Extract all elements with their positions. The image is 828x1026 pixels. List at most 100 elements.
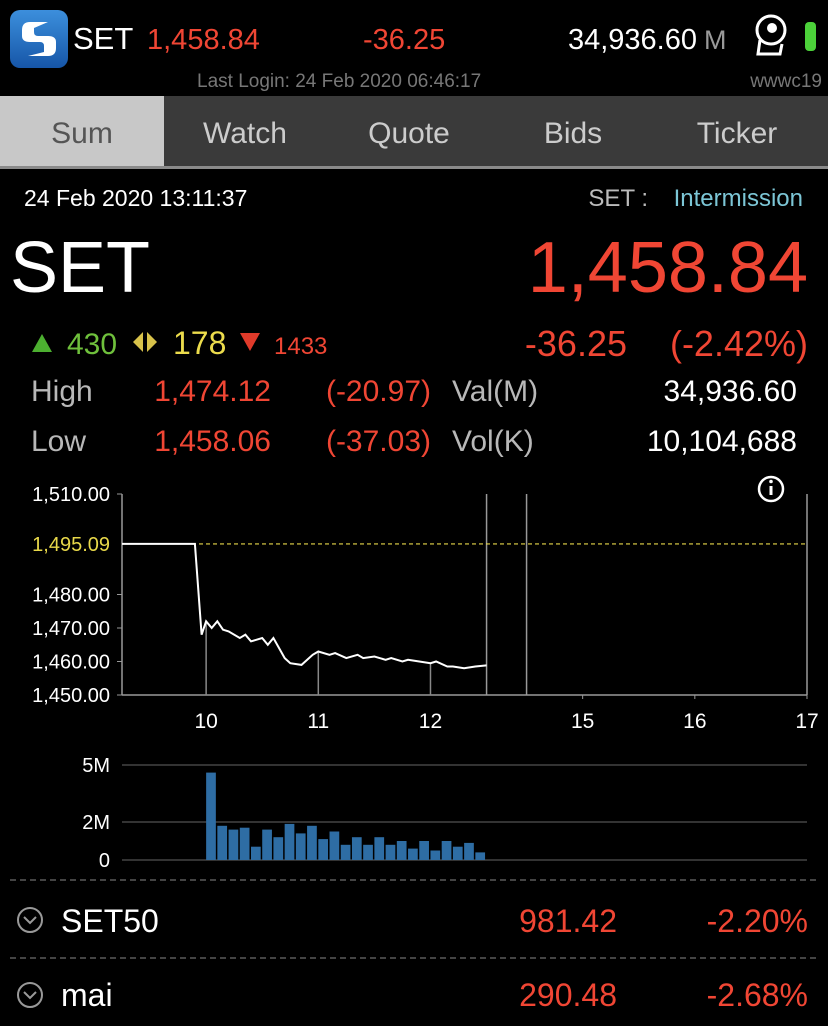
advances: 430: [67, 328, 117, 361]
stat-label: Val(M): [452, 375, 538, 408]
volume-bar: [340, 844, 351, 860]
up-arrow: [32, 334, 52, 352]
index-row-last: 290.48: [519, 977, 617, 1013]
stat-value: 1,474.12: [154, 375, 271, 408]
price-line: [122, 542, 487, 670]
y-tick-label: 1,460.00: [32, 652, 110, 674]
declines: 1433: [274, 333, 327, 360]
icon-shape: [756, 39, 784, 56]
last-login: Last Login: 24 Feb 2020 06:46:17: [197, 71, 481, 92]
volume-bar: [464, 842, 474, 860]
volume-bar: [206, 772, 216, 860]
y-tick-label: 1,470.00: [32, 618, 110, 640]
market-label: SET :: [588, 185, 648, 212]
volume-bar: [262, 829, 272, 860]
volume-bar: [329, 831, 340, 860]
stat-label: Vol(K): [452, 425, 534, 458]
stat-label: High: [31, 375, 93, 408]
volume-bar: [363, 844, 373, 860]
volume-bar: [295, 833, 306, 860]
index-row-name[interactable]: mai: [61, 977, 113, 1013]
stat-change: (-37.03): [326, 425, 431, 458]
volume-bar: [396, 841, 407, 860]
icon-shape: [769, 479, 773, 484]
stat-label: Low: [31, 425, 86, 458]
y-tick-label: 1,510.00: [32, 484, 110, 506]
icon-shape: [767, 23, 777, 33]
stat-value: 34,936.60: [664, 375, 797, 408]
index-row-last: 981.42: [519, 903, 617, 939]
expand-icon[interactable]: [17, 982, 43, 1008]
index-row-name[interactable]: SET50: [61, 903, 159, 939]
y-tick-label: 2M: [82, 812, 110, 834]
y-tick-label: 5M: [82, 755, 110, 777]
x-tick-label: 15: [571, 710, 594, 733]
header-last: 1,458.84: [147, 24, 260, 56]
y-tick-label: 1,450.00: [32, 685, 110, 707]
header-value: 34,936.60: [568, 24, 697, 56]
volume-bar: [475, 852, 486, 860]
index-last: 1,458.84: [528, 228, 808, 308]
volume-bar: [284, 823, 295, 860]
volume-bar: [228, 829, 239, 860]
tab[interactable]: Quote: [368, 117, 450, 150]
x-tick-label: 17: [795, 710, 818, 733]
tab[interactable]: Watch: [203, 117, 287, 150]
index-change: -36.25: [525, 323, 627, 364]
volume-bar: [419, 841, 429, 860]
charts: 1,450.00 1,460.00 1,470.00 1,480.00 1,510.00…: [32, 484, 819, 872]
reference-label: 1,495.09: [32, 534, 110, 556]
volume-bar: [318, 839, 329, 860]
info-icon[interactable]: [757, 475, 785, 503]
expand-chevron: [23, 916, 37, 925]
tab-underline: [0, 166, 828, 169]
stat-value: 10,104,688: [647, 425, 797, 458]
index-name: SET: [10, 228, 150, 308]
tab[interactable]: Sum: [51, 117, 113, 150]
volume-bar: [374, 837, 385, 860]
volume-bar: [251, 846, 261, 860]
datetime: 24 Feb 2020 13:11:37: [24, 185, 247, 211]
market-status: Intermission: [674, 185, 803, 212]
header-value-unit: M: [704, 25, 727, 55]
x-tick-label: 10: [194, 710, 217, 733]
icon-shape: [757, 475, 785, 503]
volume-bar: [273, 837, 284, 860]
volume-bar: [452, 846, 463, 860]
header-symbol: SET: [73, 21, 133, 56]
index-row-change: -2.20%: [707, 903, 808, 939]
battery: [805, 22, 816, 51]
y-tick-label: 1,480.00: [32, 585, 110, 607]
y-tick-label: 0: [99, 850, 110, 872]
x-tick-label: 12: [419, 710, 442, 733]
volume-bar: [217, 825, 228, 860]
tab[interactable]: Bids: [544, 117, 602, 150]
volume-bar: [441, 841, 452, 860]
user-id: wwwc19: [749, 71, 822, 92]
stat-value: 1,458.06: [154, 425, 271, 458]
down-arrow: [240, 333, 260, 351]
logo-mark: [22, 22, 56, 56]
volume-bar: [408, 848, 418, 860]
expand-icon[interactable]: [17, 907, 43, 933]
icon-shape: [755, 14, 787, 46]
volume-bar: [430, 850, 441, 860]
expand-chevron: [23, 991, 37, 1000]
unchanged: 178: [173, 325, 226, 361]
volume-bar: [239, 827, 250, 860]
header-change: -36.25: [363, 24, 445, 56]
icon-shape: [769, 486, 773, 495]
x-tick-label: 11: [307, 710, 329, 733]
x-tick-label: 16: [683, 710, 706, 733]
head-icon[interactable]: [755, 14, 787, 56]
tab[interactable]: Ticker: [697, 117, 778, 150]
unchanged-icon: [133, 332, 157, 352]
volume-bar: [351, 837, 362, 860]
volume-bar: [307, 825, 317, 860]
volume-bar: [385, 844, 396, 860]
tab-active-bg: [0, 96, 164, 166]
stat-change: (-20.97): [326, 375, 431, 408]
index-change-pct: (-2.42%): [670, 323, 808, 364]
